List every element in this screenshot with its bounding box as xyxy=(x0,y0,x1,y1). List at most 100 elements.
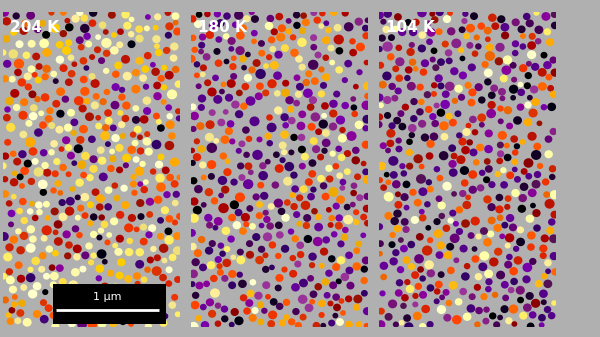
Circle shape xyxy=(466,123,472,128)
Circle shape xyxy=(85,41,92,48)
Circle shape xyxy=(442,40,449,48)
Circle shape xyxy=(155,49,163,56)
Circle shape xyxy=(60,9,67,16)
Circle shape xyxy=(472,255,479,263)
Circle shape xyxy=(541,12,550,21)
Circle shape xyxy=(143,84,149,90)
Circle shape xyxy=(104,89,110,95)
Circle shape xyxy=(144,52,152,59)
Circle shape xyxy=(518,82,523,87)
Circle shape xyxy=(436,28,443,35)
Circle shape xyxy=(76,136,85,144)
Circle shape xyxy=(75,215,81,221)
Circle shape xyxy=(259,171,268,180)
Circle shape xyxy=(218,243,224,249)
Circle shape xyxy=(416,84,424,91)
Circle shape xyxy=(549,174,556,180)
Circle shape xyxy=(431,48,437,54)
Circle shape xyxy=(437,271,445,278)
Circle shape xyxy=(237,249,244,255)
Circle shape xyxy=(259,162,266,170)
Circle shape xyxy=(404,75,410,81)
Circle shape xyxy=(376,113,383,121)
Circle shape xyxy=(13,12,20,20)
Circle shape xyxy=(13,158,21,165)
Circle shape xyxy=(77,160,86,169)
Circle shape xyxy=(155,161,163,168)
Circle shape xyxy=(546,38,554,46)
Circle shape xyxy=(17,275,25,283)
Circle shape xyxy=(44,115,53,123)
Circle shape xyxy=(487,231,494,238)
Circle shape xyxy=(128,214,136,222)
Circle shape xyxy=(319,23,324,29)
Circle shape xyxy=(425,21,431,26)
Circle shape xyxy=(341,234,348,241)
Circle shape xyxy=(215,320,221,327)
Circle shape xyxy=(50,71,57,77)
Circle shape xyxy=(130,174,137,180)
Circle shape xyxy=(386,129,395,138)
Circle shape xyxy=(237,162,244,170)
Circle shape xyxy=(295,55,303,63)
Circle shape xyxy=(457,155,466,164)
Circle shape xyxy=(458,94,465,101)
Circle shape xyxy=(488,217,496,224)
Circle shape xyxy=(19,131,27,138)
Circle shape xyxy=(159,244,169,253)
Circle shape xyxy=(214,10,221,18)
Circle shape xyxy=(30,104,38,112)
Circle shape xyxy=(503,106,512,114)
Circle shape xyxy=(248,314,257,322)
Circle shape xyxy=(246,136,253,142)
Circle shape xyxy=(320,248,328,255)
Circle shape xyxy=(0,8,9,17)
Circle shape xyxy=(19,27,28,35)
Circle shape xyxy=(50,208,59,215)
Circle shape xyxy=(427,237,433,243)
Circle shape xyxy=(119,133,126,139)
Circle shape xyxy=(446,113,452,120)
Circle shape xyxy=(472,246,478,252)
Circle shape xyxy=(107,270,114,277)
Circle shape xyxy=(127,238,133,244)
Circle shape xyxy=(514,143,520,149)
Circle shape xyxy=(25,83,32,91)
Circle shape xyxy=(512,167,518,172)
Circle shape xyxy=(32,158,38,165)
Circle shape xyxy=(231,100,239,109)
Circle shape xyxy=(419,68,427,76)
Circle shape xyxy=(7,317,14,325)
Circle shape xyxy=(436,195,442,202)
Circle shape xyxy=(491,22,499,30)
Circle shape xyxy=(2,296,9,304)
Circle shape xyxy=(215,36,222,43)
Circle shape xyxy=(509,304,518,314)
Circle shape xyxy=(550,56,557,64)
Circle shape xyxy=(89,20,97,27)
Circle shape xyxy=(519,64,527,72)
Circle shape xyxy=(136,199,145,207)
Circle shape xyxy=(106,232,112,238)
Circle shape xyxy=(43,273,50,280)
Circle shape xyxy=(200,304,207,310)
Circle shape xyxy=(97,146,104,154)
Circle shape xyxy=(396,279,403,286)
Circle shape xyxy=(437,241,445,249)
Circle shape xyxy=(8,210,16,217)
Circle shape xyxy=(455,298,463,306)
Circle shape xyxy=(508,287,515,293)
Circle shape xyxy=(112,134,120,142)
Circle shape xyxy=(384,112,391,119)
Circle shape xyxy=(292,308,299,315)
Circle shape xyxy=(523,275,530,283)
Circle shape xyxy=(238,174,245,181)
Circle shape xyxy=(412,19,419,26)
Circle shape xyxy=(335,146,342,152)
Circle shape xyxy=(281,267,287,273)
Circle shape xyxy=(271,28,278,35)
Circle shape xyxy=(119,87,125,93)
Circle shape xyxy=(500,181,508,189)
Circle shape xyxy=(272,181,279,189)
Circle shape xyxy=(497,118,504,124)
